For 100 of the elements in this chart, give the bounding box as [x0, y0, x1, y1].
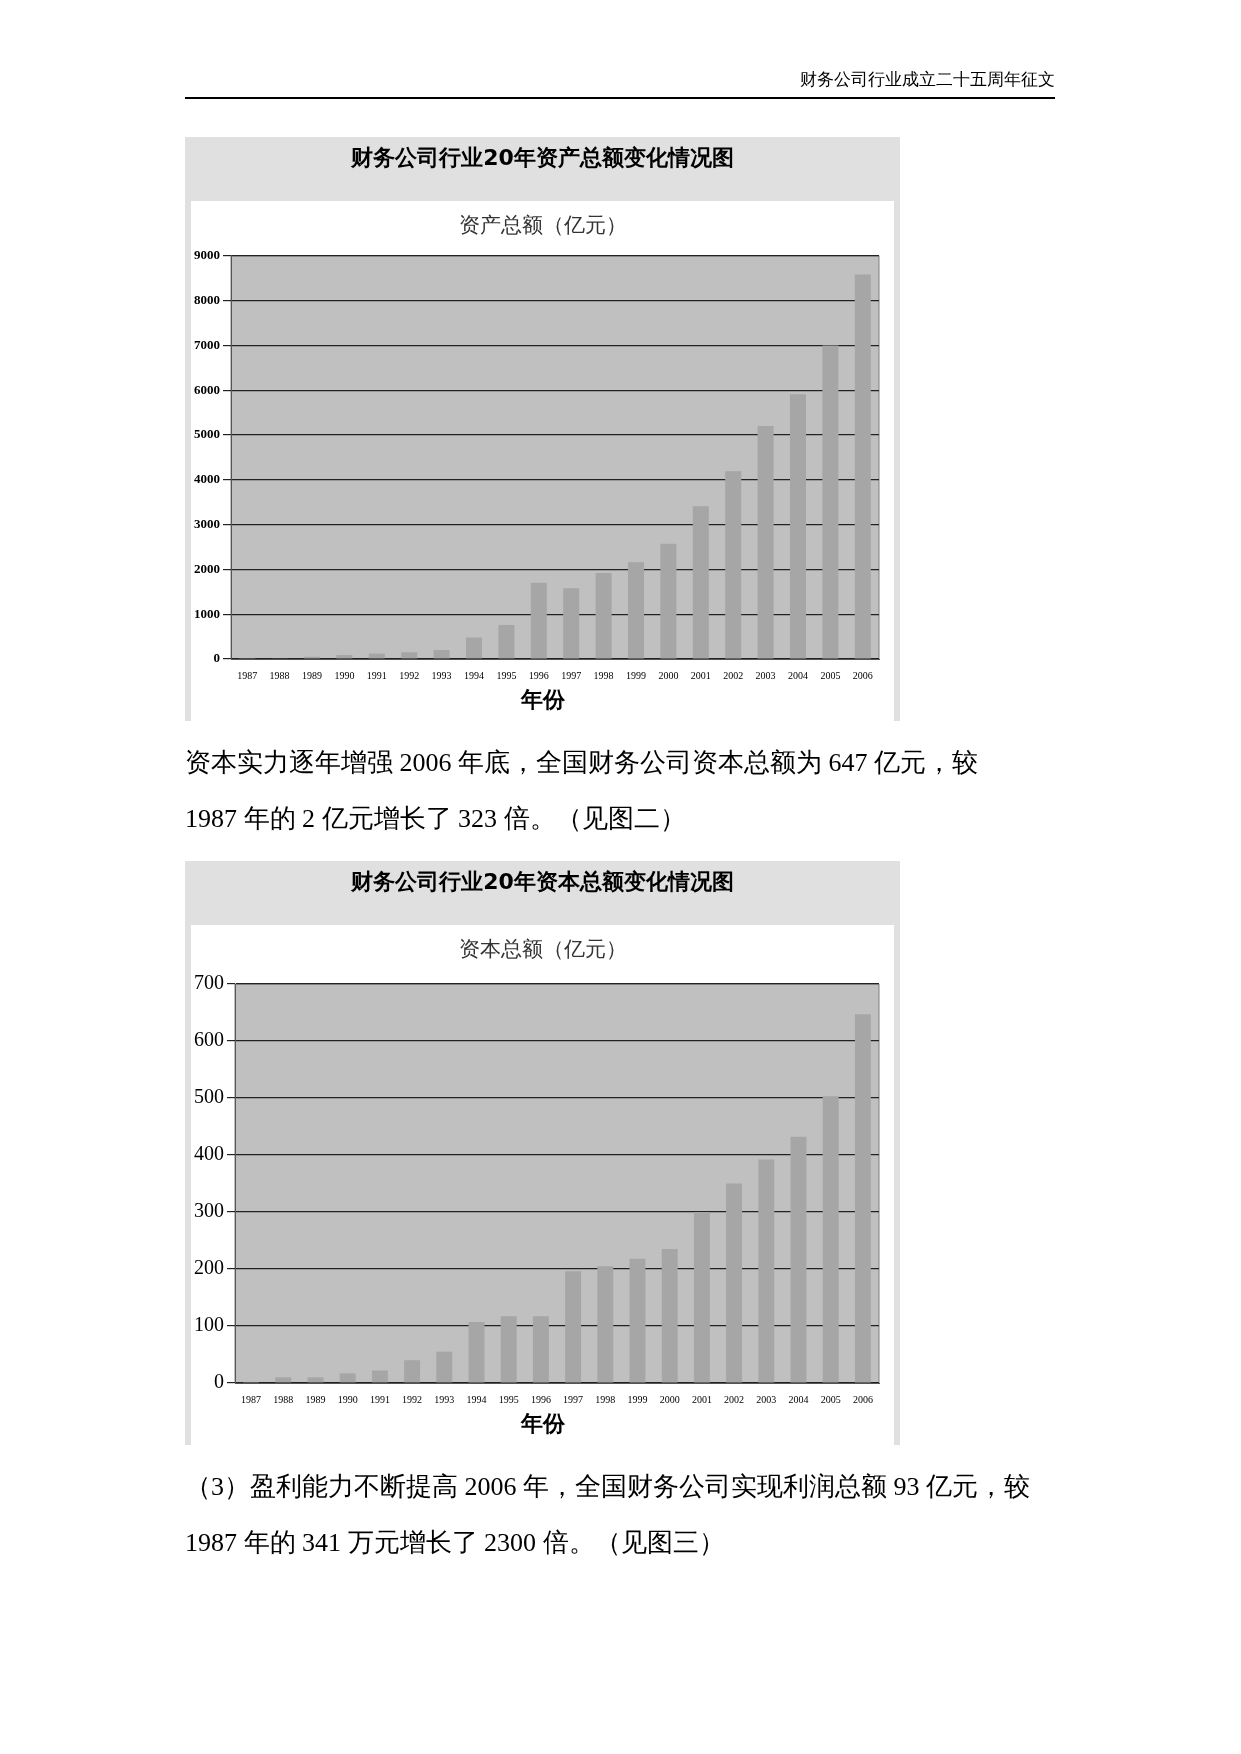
x-tick-label: 2005: [820, 1393, 841, 1405]
x-axis-title: 年份: [519, 1410, 566, 1438]
x-tick-label: 1999: [626, 669, 646, 681]
y-tick-label: 600: [194, 1028, 224, 1051]
x-tick-label: 1998: [593, 669, 614, 681]
y-tick-label: 9000: [194, 247, 220, 263]
bar: [436, 1351, 453, 1383]
x-tick-label: 1997: [563, 1393, 584, 1405]
x-tick-label: 1989: [302, 669, 322, 681]
x-tick-label: 2003: [755, 669, 776, 681]
x-tick-label: 2001: [691, 1393, 712, 1405]
y-tick-label: 0: [214, 1370, 224, 1393]
x-tick-label: 1988: [269, 669, 290, 681]
bar: [693, 1212, 710, 1383]
text: （3）盈利能力不断提高 2006 年，全国财务公司实现利润总额 93 亿元，较 1987 年的 341 万元增长了 2300 倍。（见图三）: [185, 1471, 1031, 1559]
y-tick-label: 3000: [194, 515, 220, 531]
bar: [532, 1316, 549, 1383]
bar: [465, 637, 483, 659]
y-tick-label: 700: [194, 971, 224, 994]
x-tick-label: 1998: [595, 1393, 616, 1405]
bar: [822, 1096, 839, 1383]
x-tick-label: 1987: [241, 1393, 262, 1405]
bar: [595, 572, 612, 659]
x-tick-label: 2002: [724, 1393, 745, 1405]
y-tick-label: 300: [194, 1199, 224, 1222]
text: 资本实力逐年增强 2006 年底，全国财务公司资本总额为 647 亿元，较 1987 年的 2 亿元增长了 323 倍。（见图二）: [185, 747, 979, 835]
x-tick-label: 2002: [723, 669, 744, 681]
y-tick-label: 1000: [194, 605, 220, 621]
x-tick-label: 1999: [627, 1393, 648, 1405]
bar: [498, 624, 515, 659]
x-tick-label: 2000: [658, 669, 679, 681]
bar: [660, 543, 677, 659]
bar: [854, 1014, 871, 1383]
text: 财务公司行业成立二十五周年征文: [185, 68, 1055, 99]
bar: [275, 1377, 292, 1383]
chart-title: 财务公司行业20年资产总额变化情况图: [350, 144, 735, 172]
y-tick-label: 6000: [194, 381, 220, 397]
bar: [790, 1136, 807, 1383]
bar: [789, 394, 807, 659]
bar: [757, 426, 774, 659]
x-tick-label: 1994: [464, 669, 484, 681]
bar: [726, 1183, 743, 1383]
x-tick-label: 1988: [273, 1393, 294, 1405]
bar: [307, 1377, 324, 1383]
bar: [661, 1249, 678, 1383]
y-tick-label: 8000: [194, 291, 220, 307]
x-tick-label: 2006: [852, 669, 873, 681]
x-tick-label: 1996: [528, 669, 549, 681]
y-tick-label: 0: [213, 650, 220, 666]
x-tick-label: 1995: [496, 669, 517, 681]
y-tick-label: 7000: [194, 336, 220, 352]
bar: [404, 1360, 421, 1383]
bar: [401, 652, 418, 659]
bar: [597, 1266, 614, 1383]
bar: [433, 650, 450, 659]
x-tick-label: 2001: [690, 669, 711, 681]
x-tick-label: 1990: [337, 1393, 358, 1405]
x-tick-label: 1994: [466, 1393, 487, 1405]
y-tick-label: 5000: [194, 426, 220, 442]
x-tick-label: 1987: [237, 669, 258, 681]
x-tick-label: 1993: [434, 1393, 455, 1405]
bar: [854, 274, 871, 659]
x-tick-label: 1992: [399, 669, 420, 681]
x-tick-label: 1997: [561, 669, 582, 681]
y-tick-label: 200: [194, 1256, 224, 1279]
y-tick-label: 2000: [194, 560, 220, 576]
x-tick-label: 1996: [530, 1393, 551, 1405]
x-tick-label: 1989: [305, 1393, 326, 1405]
x-tick-label: 1991: [366, 669, 387, 681]
chart-title: 财务公司行业20年资本总额变化情况图: [350, 868, 735, 896]
chart-subtitle: 资产总额（亿元）: [457, 212, 628, 239]
bar: [530, 582, 547, 659]
x-tick-label: 2004: [788, 1393, 809, 1405]
x-tick-label: 2005: [820, 669, 841, 681]
bar: [500, 1316, 517, 1383]
bar: [371, 1370, 388, 1383]
y-tick-label: 500: [194, 1085, 224, 1108]
x-tick-label: 1992: [402, 1393, 423, 1405]
x-tick-label: 2004: [788, 669, 808, 681]
chart-subtitle: 资本总额（亿元）: [457, 936, 628, 963]
x-tick-label: 1995: [498, 1393, 519, 1405]
x-tick-label: 2003: [756, 1393, 777, 1405]
x-axis-title: 年份: [519, 686, 566, 714]
bar: [468, 1322, 485, 1383]
bar: [692, 506, 709, 659]
bar: [339, 1373, 356, 1383]
x-tick-label: 1991: [369, 1393, 390, 1405]
bar: [629, 1258, 646, 1383]
x-tick-label: 1993: [431, 669, 452, 681]
bar: [627, 562, 645, 659]
bar: [822, 345, 839, 659]
y-tick-label: 100: [194, 1313, 224, 1336]
bar: [565, 1271, 582, 1383]
x-tick-label: 2000: [659, 1393, 680, 1405]
x-tick-label: 1990: [334, 669, 355, 681]
y-tick-label: 400: [194, 1142, 224, 1165]
bar: [563, 588, 580, 659]
bar: [758, 1159, 775, 1383]
y-tick-label: 4000: [194, 471, 220, 487]
bar: [725, 471, 742, 659]
